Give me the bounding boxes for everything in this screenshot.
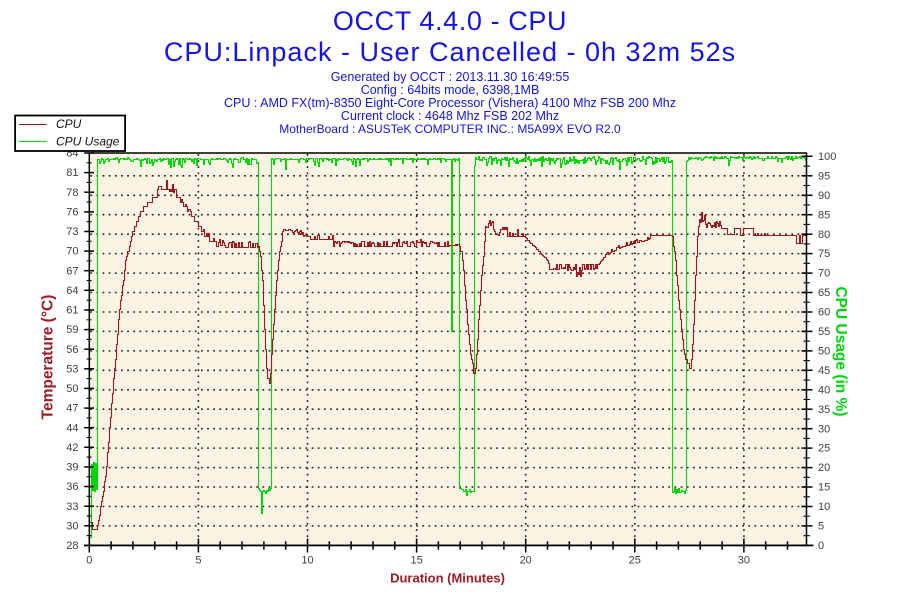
svg-text:47: 47 (66, 403, 78, 415)
svg-text:80: 80 (818, 229, 830, 241)
svg-text:78: 78 (66, 187, 78, 199)
svg-text:70: 70 (66, 246, 78, 258)
svg-text:33: 33 (66, 501, 78, 513)
svg-text:30: 30 (738, 555, 750, 567)
svg-text:40: 40 (818, 384, 830, 396)
svg-text:20: 20 (520, 555, 532, 567)
svg-text:35: 35 (818, 404, 830, 416)
svg-text:64: 64 (66, 285, 78, 297)
svg-text:5: 5 (195, 555, 201, 567)
svg-text:CPU Usage: CPU Usage (56, 135, 120, 149)
svg-text:36: 36 (66, 481, 78, 493)
svg-text:81: 81 (66, 167, 78, 179)
svg-text:90: 90 (818, 190, 830, 202)
svg-text:55: 55 (818, 326, 830, 338)
svg-text:44: 44 (66, 422, 78, 434)
svg-text:25: 25 (629, 555, 641, 567)
svg-text:5: 5 (818, 521, 824, 533)
svg-text:0: 0 (818, 540, 824, 552)
svg-text:95: 95 (818, 170, 830, 182)
svg-text:30: 30 (66, 520, 78, 532)
svg-text:28: 28 (66, 540, 78, 552)
svg-text:15: 15 (410, 555, 422, 567)
svg-text:100: 100 (818, 151, 836, 163)
svg-text:61: 61 (66, 305, 78, 317)
svg-text:56: 56 (66, 344, 78, 356)
svg-text:CPU: CPU (56, 117, 82, 131)
svg-text:30: 30 (818, 423, 830, 435)
svg-text:85: 85 (818, 209, 830, 221)
svg-text:15: 15 (818, 482, 830, 494)
svg-text:25: 25 (818, 443, 830, 455)
svg-text:59: 59 (66, 324, 78, 336)
svg-text:65: 65 (818, 287, 830, 299)
svg-text:76: 76 (66, 207, 78, 219)
svg-text:10: 10 (818, 501, 830, 513)
svg-text:67: 67 (66, 265, 78, 277)
svg-text:53: 53 (66, 363, 78, 375)
svg-text:10: 10 (301, 555, 313, 567)
svg-text:75: 75 (818, 248, 830, 260)
svg-text:39: 39 (66, 462, 78, 474)
svg-text:42: 42 (66, 442, 78, 454)
svg-text:45: 45 (818, 365, 830, 377)
svg-text:60: 60 (818, 307, 830, 319)
svg-text:Temperature (°C): Temperature (°C) (40, 295, 57, 420)
svg-text:50: 50 (818, 346, 830, 358)
svg-text:20: 20 (818, 462, 830, 474)
svg-text:CPU Usage (in %): CPU Usage (in %) (832, 286, 849, 416)
svg-text:73: 73 (66, 226, 78, 238)
svg-text:Duration (Minutes): Duration (Minutes) (390, 571, 505, 586)
svg-text:70: 70 (818, 268, 830, 280)
svg-text:50: 50 (66, 383, 78, 395)
svg-text:0: 0 (86, 555, 92, 567)
